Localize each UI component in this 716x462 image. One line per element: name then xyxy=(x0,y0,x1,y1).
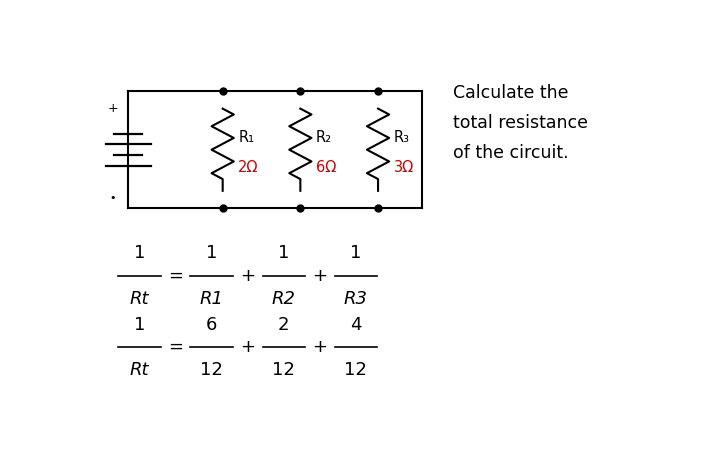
Text: +: + xyxy=(107,102,118,116)
Text: 6: 6 xyxy=(206,316,217,334)
Text: R1: R1 xyxy=(200,290,223,308)
Text: total resistance: total resistance xyxy=(453,114,588,132)
Text: R₃: R₃ xyxy=(394,130,410,145)
Text: Rt: Rt xyxy=(130,361,149,379)
Text: 4: 4 xyxy=(350,316,362,334)
Text: 6Ω: 6Ω xyxy=(316,160,336,175)
Text: +: + xyxy=(312,338,327,356)
Text: =: = xyxy=(168,338,183,356)
Text: R₂: R₂ xyxy=(316,130,332,145)
Text: 12: 12 xyxy=(200,361,223,379)
Text: 1: 1 xyxy=(350,244,362,262)
Text: 12: 12 xyxy=(344,361,367,379)
Text: R₁: R₁ xyxy=(238,130,254,145)
Text: =: = xyxy=(168,267,183,285)
Text: 1: 1 xyxy=(134,316,145,334)
Text: of the circuit.: of the circuit. xyxy=(453,144,569,162)
Text: R3: R3 xyxy=(344,290,368,308)
Text: 1: 1 xyxy=(206,244,217,262)
Text: 1: 1 xyxy=(134,244,145,262)
Text: 3Ω: 3Ω xyxy=(394,160,414,175)
Text: R2: R2 xyxy=(271,290,296,308)
Text: 2: 2 xyxy=(278,316,289,334)
Text: +: + xyxy=(240,338,255,356)
Text: 12: 12 xyxy=(272,361,295,379)
Text: Calculate the: Calculate the xyxy=(453,84,569,102)
Text: Rt: Rt xyxy=(130,290,149,308)
Text: •: • xyxy=(110,193,116,203)
Text: +: + xyxy=(312,267,327,285)
Text: +: + xyxy=(240,267,255,285)
Text: 2Ω: 2Ω xyxy=(238,160,258,175)
Text: 1: 1 xyxy=(278,244,289,262)
